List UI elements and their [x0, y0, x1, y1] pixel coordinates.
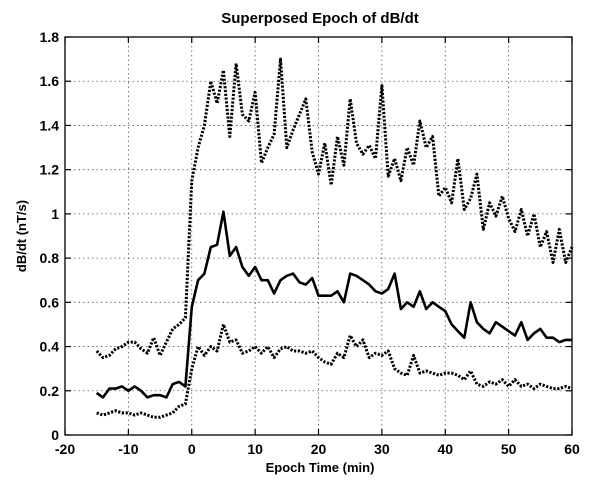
- x-tick-label: 30: [374, 441, 390, 457]
- x-axis-label: Epoch Time (min): [266, 460, 375, 475]
- y-tick-label: 1.2: [40, 162, 60, 178]
- ticks: -20 -10 0 10 20 30 40 50 60 0 0.2 0.4 0.6 0.8 1 1.2 1.4 1…: [40, 29, 580, 457]
- x-tick-label: 60: [564, 441, 580, 457]
- y-tick-label: 0: [51, 427, 59, 443]
- x-tick-label: 50: [501, 441, 517, 457]
- x-tick-label: 10: [247, 441, 263, 457]
- y-tick-label: 1.6: [40, 73, 60, 89]
- x-tick-label: 0: [188, 441, 196, 457]
- y-tick-label: 1.4: [40, 117, 60, 133]
- x-tick-label: -20: [55, 441, 75, 457]
- x-tick-label: 20: [311, 441, 327, 457]
- y-tick-label: 0.6: [40, 294, 60, 310]
- y-tick-label: 0.4: [40, 339, 60, 355]
- x-tick-label: -10: [118, 441, 138, 457]
- lower-quartile-line: [96, 322, 573, 419]
- median-line: [95, 210, 572, 399]
- series-group: [95, 57, 574, 419]
- y-tick-label: 1.8: [40, 29, 60, 45]
- upper-quartile-line: [95, 57, 574, 360]
- chart-title: Superposed Epoch of dB/dt: [221, 10, 419, 27]
- y-tick-label: 0.2: [40, 383, 60, 399]
- grid: [65, 37, 572, 435]
- x-tick-label: 40: [437, 441, 453, 457]
- y-axis-label: dB/dt (nT/s): [14, 200, 29, 272]
- y-tick-label: 0.8: [40, 250, 60, 266]
- y-tick-label: 1: [51, 206, 59, 222]
